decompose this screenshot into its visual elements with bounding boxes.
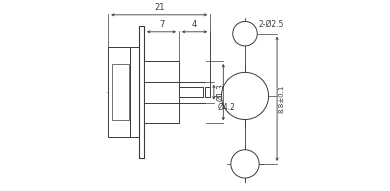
Text: Ø1.3: Ø1.3: [216, 83, 225, 101]
Bar: [108, 47, 130, 138]
Circle shape: [233, 21, 257, 46]
Circle shape: [231, 150, 259, 178]
Bar: [139, 26, 144, 158]
Bar: [112, 64, 129, 121]
Text: Ø4.2: Ø4.2: [218, 103, 236, 112]
Bar: [130, 47, 139, 138]
Text: 8.8±0.1: 8.8±0.1: [279, 85, 285, 113]
Text: 4: 4: [192, 20, 197, 29]
Circle shape: [222, 72, 269, 120]
Text: 2-Ø2.5: 2-Ø2.5: [258, 20, 284, 29]
Text: 7: 7: [159, 20, 164, 29]
Bar: [206, 87, 210, 97]
Text: 21: 21: [154, 3, 165, 12]
Text: Ø4.1: Ø4.1: [225, 83, 234, 101]
Bar: [179, 87, 202, 97]
Bar: [144, 61, 179, 123]
